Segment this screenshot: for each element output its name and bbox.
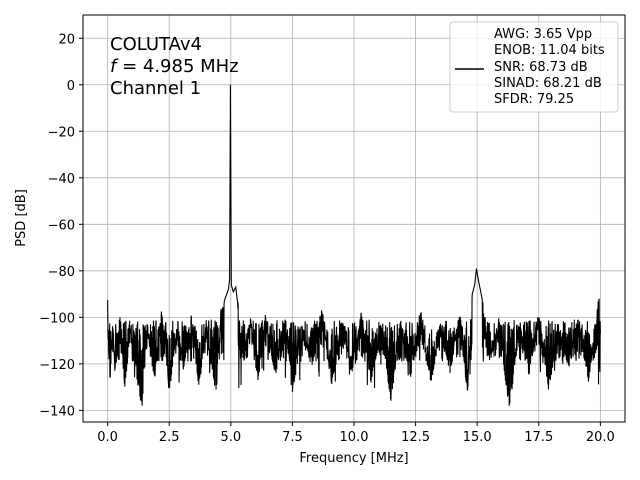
- y-tick-label: −120: [39, 358, 75, 373]
- y-tick-label: 20: [58, 32, 75, 47]
- x-tick-label: 0.0: [97, 430, 118, 445]
- annotation-frequency-value: = 4.985 MHz: [116, 56, 238, 77]
- annotation-channel: Channel 1: [110, 78, 201, 99]
- psd-series-line: [107, 84, 601, 406]
- data-layer: [107, 84, 601, 406]
- y-tick-label: −40: [48, 172, 75, 187]
- x-axis-label: Frequency [MHz]: [299, 451, 408, 466]
- annotation-device: COLUTAv4: [110, 34, 202, 55]
- y-axis-label: PSD [dB]: [14, 189, 29, 247]
- legend-box: [449, 21, 619, 113]
- ticks: 0.0 2.5 5.0 7.5 10.0 12.5 15.0 17.5 20.0 −140 −120…: [39, 32, 615, 445]
- x-tick-label: 2.5: [159, 430, 180, 445]
- y-tick-label: 0: [67, 79, 75, 94]
- x-tick-label: 7.5: [282, 430, 303, 445]
- y-tick-label: −20: [48, 125, 75, 140]
- y-tick-label: −100: [39, 311, 75, 326]
- y-tick-label: −80: [48, 265, 75, 280]
- legend-sfdr: SFDR: 79.25: [494, 92, 574, 107]
- x-tick-label: 12.5: [401, 430, 430, 445]
- x-tick-label: 10.0: [340, 430, 369, 445]
- annotation-block: COLUTAv4 f = 4.985 MHz Channel 1: [110, 34, 239, 99]
- legend-sinad: SINAD: 68.21 dB: [494, 76, 602, 91]
- legend-awg: AWG: 3.65 Vpp: [494, 27, 592, 42]
- x-tick-label: 17.5: [524, 430, 553, 445]
- y-tick-label: −140: [39, 404, 75, 419]
- legend-enob: ENOB: 11.04 bits: [494, 43, 605, 58]
- x-tick-label: 20.0: [586, 430, 615, 445]
- annotation-frequency: f = 4.985 MHz: [110, 56, 239, 77]
- axes-frame: [82, 14, 626, 423]
- legend: AWG: 3.65 Vpp ENOB: 11.04 bits SNR: 68.7…: [449, 21, 619, 113]
- y-tick-label: −60: [48, 218, 75, 233]
- annotation-frequency-symbol: f: [110, 56, 119, 77]
- x-tick-label: 15.0: [463, 430, 492, 445]
- legend-snr: SNR: 68.73 dB: [494, 60, 588, 75]
- x-tick-label: 5.0: [220, 430, 241, 445]
